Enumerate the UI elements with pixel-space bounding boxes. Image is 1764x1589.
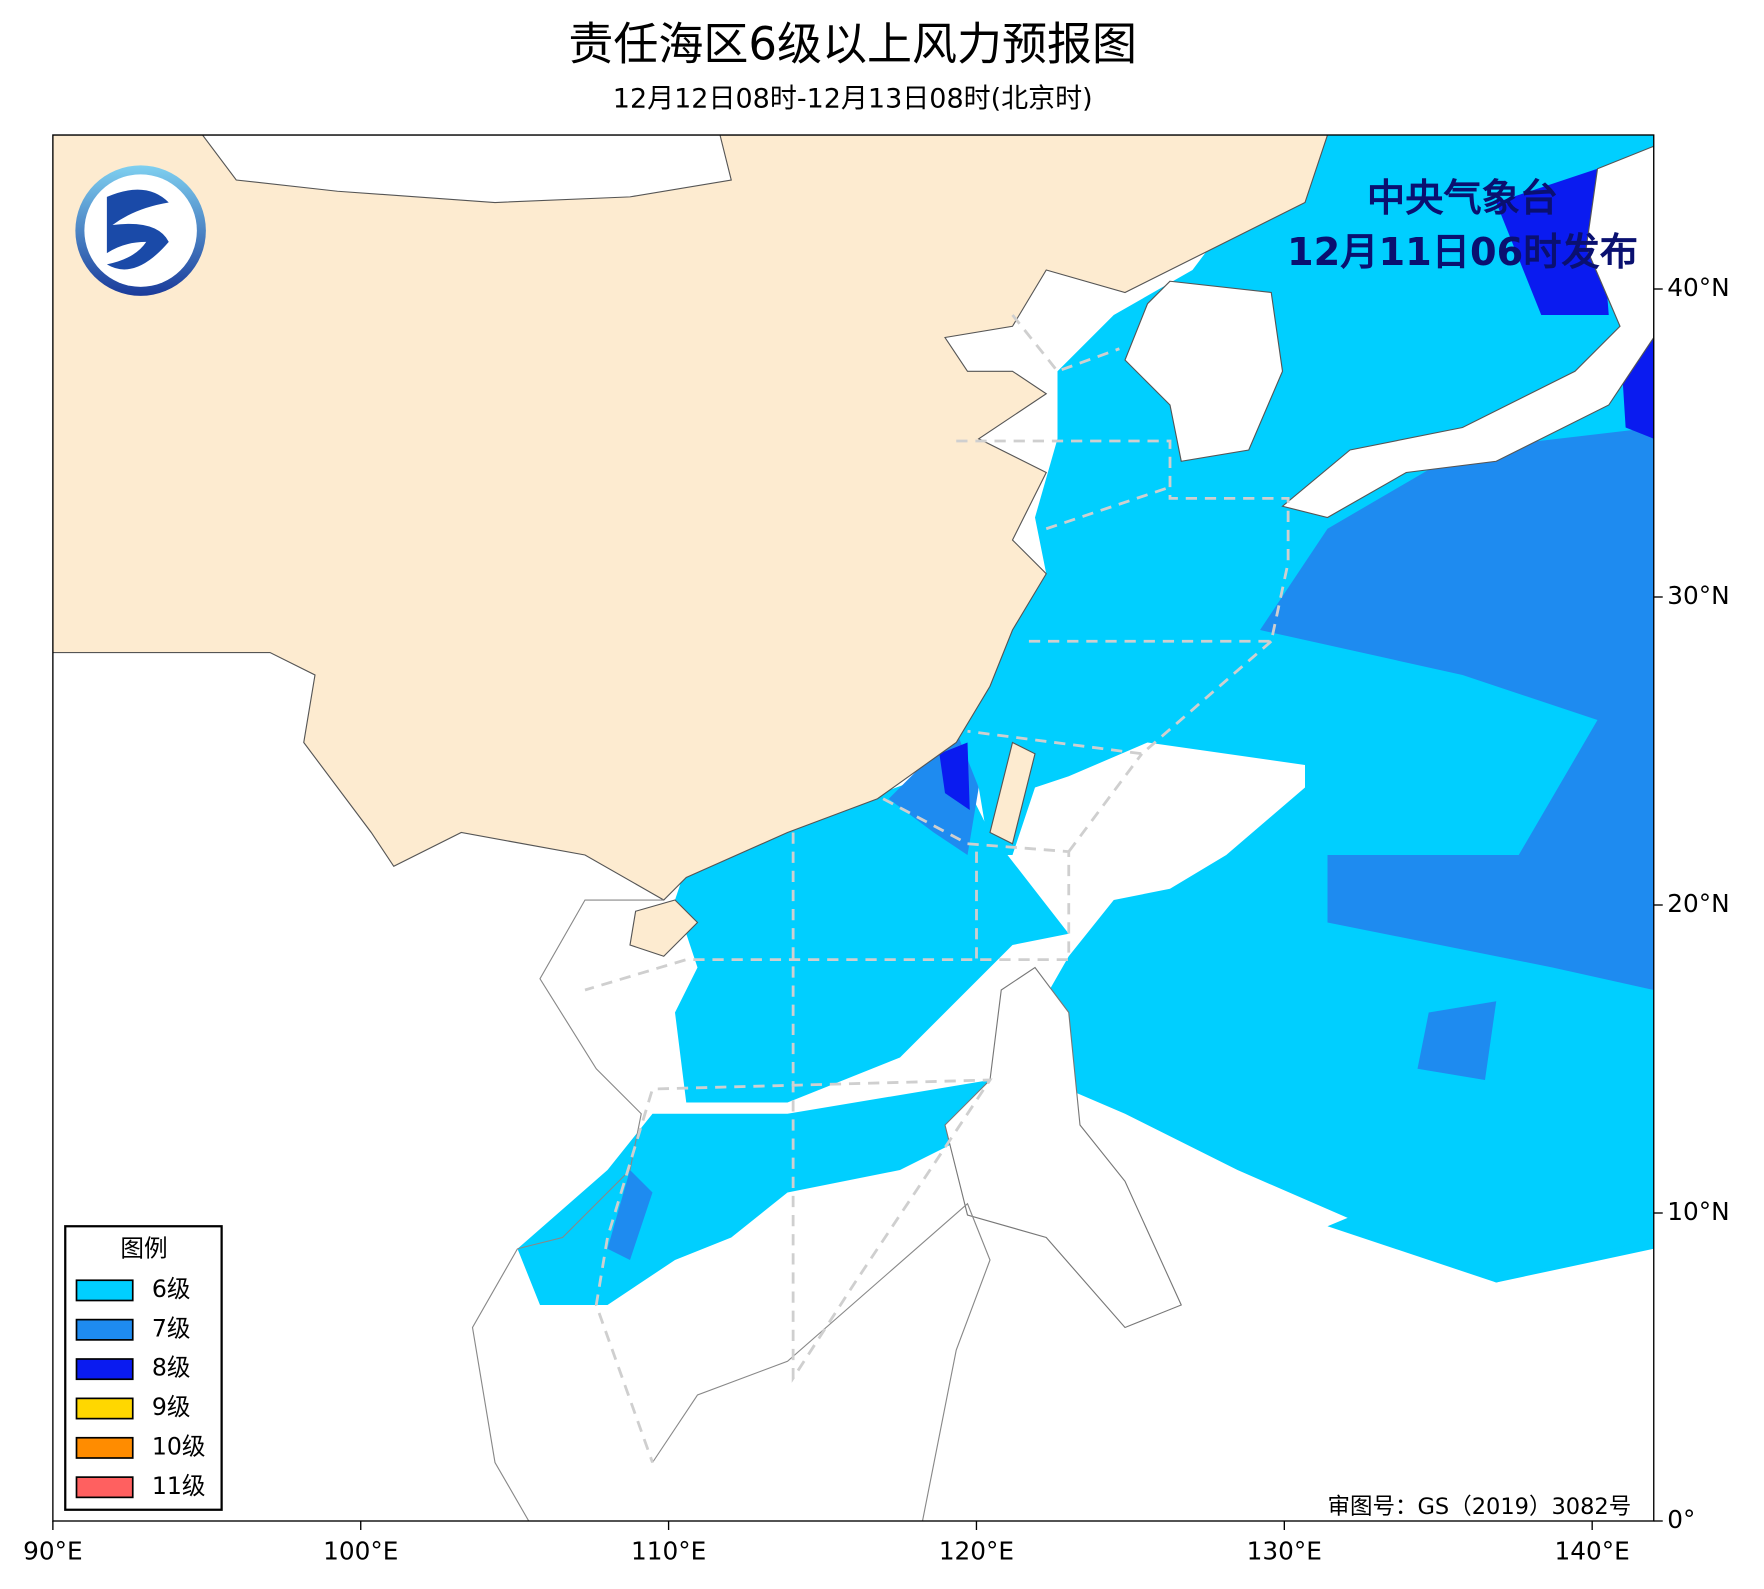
y-tick-label: 10°N [1667,1197,1729,1226]
title: 责任海区6级以上风力预报图 [568,17,1137,70]
legend-label: 6级 [152,1275,191,1303]
philippines [944,966,1183,1329]
x-tick-label: 110°E [631,1537,706,1566]
legend-label: 8级 [152,1354,191,1382]
x-tick-label: 130°E [1247,1537,1322,1566]
axis-ticks: 90°E 100°E 110°E 120°E 130°E 140°E 0° 10°N 20°N 3… [23,273,1730,1566]
legend-swatch [75,1358,134,1381]
y-tick-label: 40°N [1667,273,1729,302]
legend-swatch [75,1436,134,1459]
mongolia [201,135,732,204]
x-tick-label: 140°E [1555,1537,1630,1566]
sea-zone-boundaries [584,314,1290,1463]
map-root: 中央气象台 12月11日06时发布 审图号：GS（2019）3082号 责任海区… [23,17,1730,1565]
issuer: 中央气象台 [1367,176,1558,221]
legend-label: 9级 [152,1393,191,1421]
issue-time: 12月11日06时发布 [1287,230,1638,275]
hainan [629,899,699,957]
legend-label: 7级 [152,1314,191,1342]
taiwan [989,741,1036,845]
approval-number: 审图号：GS（2019）3082号 [1328,1494,1632,1520]
y-tick-label: 30°N [1667,581,1729,610]
map-frame [52,134,1655,1522]
y-tick-label: 20°N [1667,889,1729,918]
legend-swatch [75,1279,134,1302]
legend-label: 11级 [152,1472,206,1500]
legend-title: 图例 [120,1234,167,1262]
map-area [52,135,1654,1521]
korea [1124,280,1284,462]
x-tick-label: 90°E [23,1537,83,1566]
china-land [52,135,1329,901]
x-tick-label: 120°E [939,1537,1014,1566]
subtitle: 12月12日08时-12月13日08时(北京时) [613,84,1093,115]
logo [75,165,206,296]
y-tick-label: 0° [1667,1505,1695,1534]
x-tick-label: 100°E [323,1537,398,1566]
borneo-coast [652,1202,991,1521]
indochina-coast [471,899,664,1521]
legend-label: 10级 [152,1432,206,1460]
legend-swatch [75,1476,134,1499]
japan [1281,145,1654,519]
legend-swatch [75,1397,134,1420]
legend: 图例 6级 7级 8级 9级 10级 11级 [64,1225,223,1511]
legend-swatch [75,1318,134,1341]
